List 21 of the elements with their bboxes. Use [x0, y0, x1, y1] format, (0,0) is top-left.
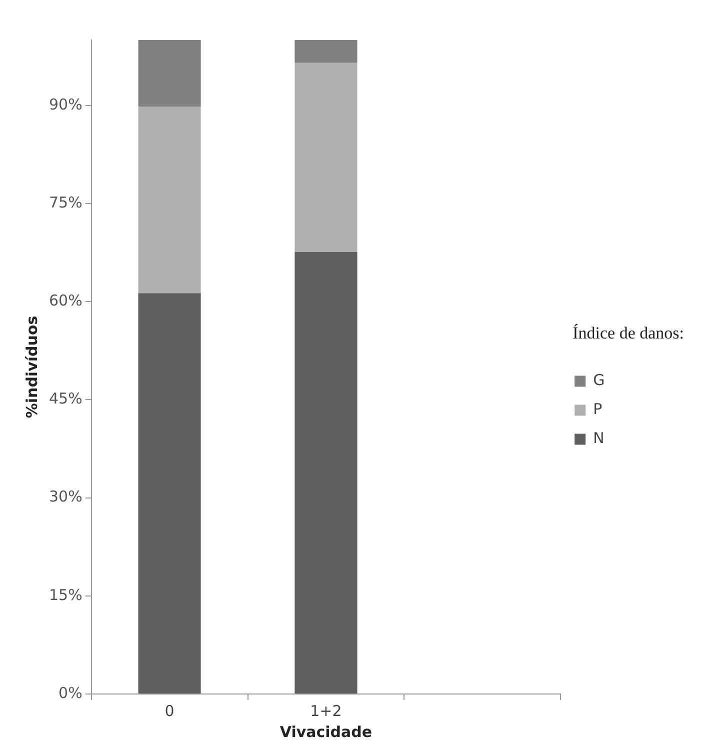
- legend-label: P: [593, 400, 602, 418]
- y-tick-label: 60%: [48, 291, 82, 310]
- legend-label: G: [593, 371, 605, 390]
- bar: [138, 40, 201, 107]
- y-tick-label: 75%: [48, 193, 82, 212]
- y-tick-label: 90%: [48, 95, 82, 114]
- legend-title: Índice de danos:: [572, 323, 684, 342]
- y-tick-label: 30%: [48, 488, 82, 506]
- bar: [138, 293, 201, 694]
- bar: [294, 62, 358, 252]
- bar: [294, 40, 358, 63]
- bar: [294, 252, 358, 694]
- legend-label: N: [593, 429, 604, 448]
- bar: [138, 106, 201, 294]
- x-tick-label: 0: [164, 702, 174, 720]
- y-tick-label: 15%: [48, 586, 82, 604]
- x-tick-label: 1+2: [310, 702, 342, 720]
- x-axis-title: Vivacidade: [280, 722, 372, 741]
- y-tick-label: 0%: [58, 684, 82, 702]
- y-tick-label: 45%: [48, 390, 82, 408]
- y-axis-title: %indivíduos: [22, 316, 41, 418]
